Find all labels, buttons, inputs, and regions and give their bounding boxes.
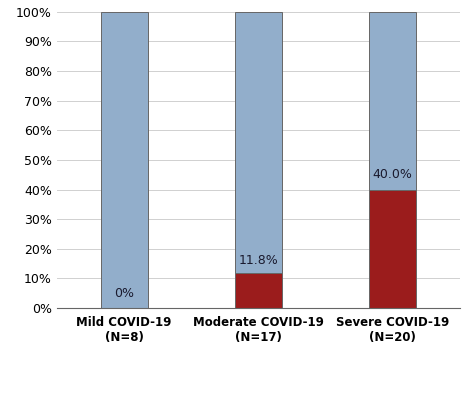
Bar xyxy=(235,12,282,273)
Bar xyxy=(100,12,147,308)
Text: 11.8%: 11.8% xyxy=(238,254,278,267)
Text: 0%: 0% xyxy=(114,287,134,300)
Bar xyxy=(235,273,282,308)
Text: 40.0%: 40.0% xyxy=(373,168,412,181)
Bar xyxy=(369,12,416,190)
Bar xyxy=(369,190,416,308)
